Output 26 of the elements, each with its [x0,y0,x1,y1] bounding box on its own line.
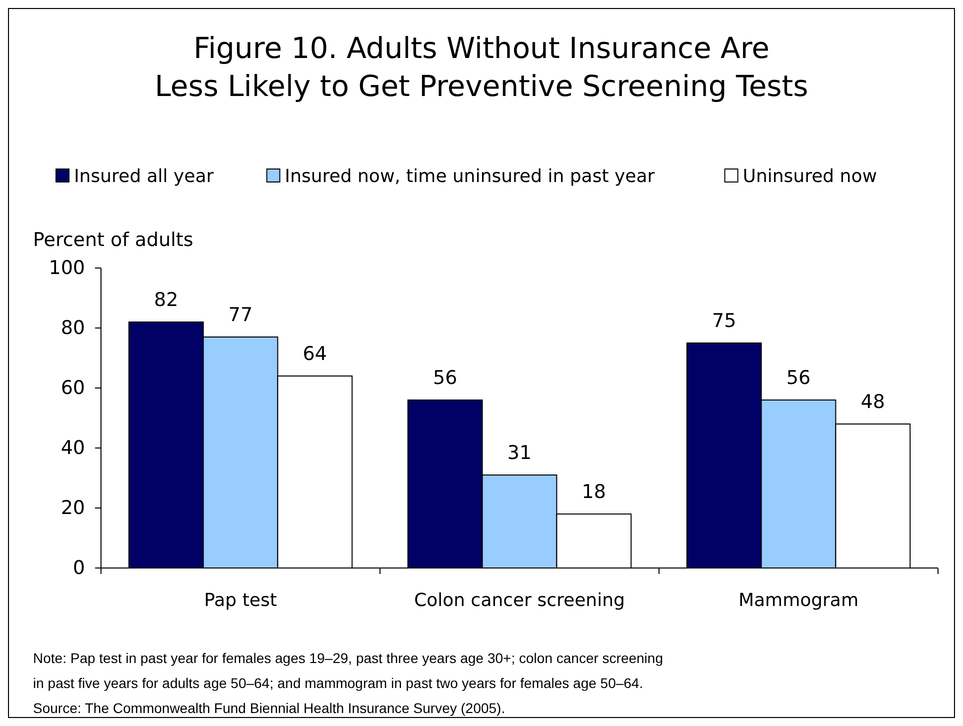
y-axis-title: Percent of adults [33,229,194,251]
y-tick-label: 0 [72,557,85,579]
y-tick-label: 80 [60,317,85,339]
data-label: 31 [507,442,532,464]
data-label: 48 [860,391,885,413]
legend-label: Insured all year [74,166,214,187]
x-tick-label: Colon cancer screening [414,590,625,611]
data-label: 56 [433,367,458,389]
y-tick-label: 20 [60,497,85,519]
data-label: 77 [228,304,253,326]
data-label: 82 [154,289,178,311]
legend-label: Uninsured now [742,166,877,187]
chart-title: Figure 10. Adults Without Insurance Are Less Likely to Get Preventive Screening Tests [154,31,808,103]
data-label: 75 [712,310,736,332]
x-tick-label: Pap test [204,590,277,611]
x-tick-label: Mammogram [738,590,859,611]
y-tick-label: 100 [48,257,85,279]
y-tick-label: 60 [60,377,85,399]
y-tick-label: 40 [60,437,85,459]
data-label: 18 [582,481,606,503]
source-note: Source: The Commonwealth Fund Biennial Health Insurance Survey (2005). [33,700,506,716]
data-label: 56 [786,367,811,389]
text: in past five years for adults age 50–64; and mammogram in past two years for females age 50–64. [33,675,644,691]
text: Note: Pap test in past year for females ages 19–29, past three years age 30+; colon cancer screening [33,650,663,666]
data-label: 64 [302,343,327,365]
legend-label: Insured now, time uninsured in past year [284,166,656,187]
